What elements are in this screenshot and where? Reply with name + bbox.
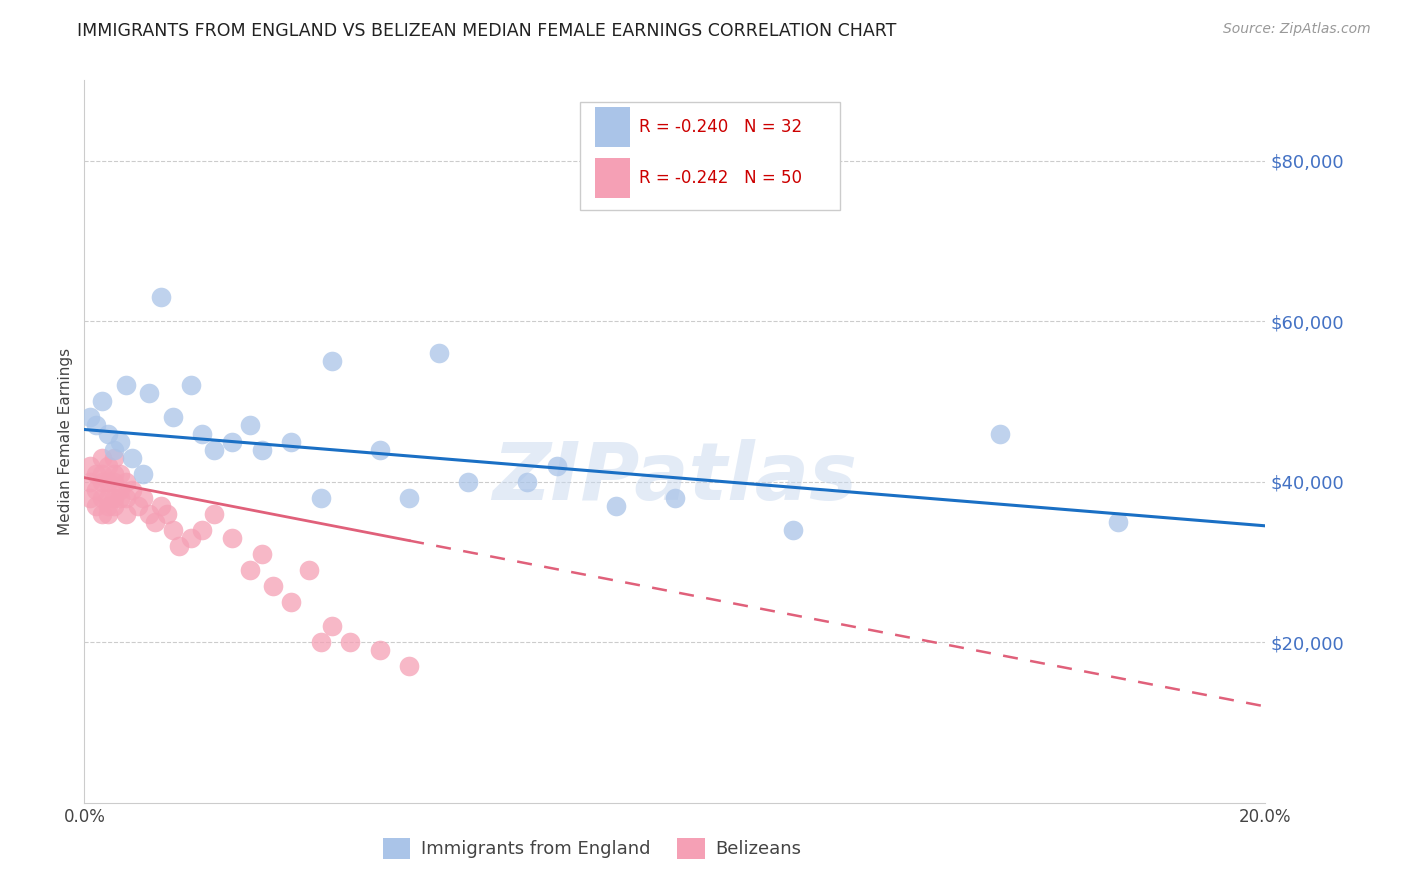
Point xyxy=(280,595,302,609)
Point xyxy=(202,442,225,457)
Point xyxy=(427,346,450,360)
Point xyxy=(121,483,143,497)
Point xyxy=(339,635,361,649)
Legend: Immigrants from England, Belizeans: Immigrants from England, Belizeans xyxy=(375,830,808,866)
Point xyxy=(239,418,262,433)
Point xyxy=(664,491,686,505)
Point xyxy=(250,547,273,561)
Point xyxy=(103,499,125,513)
Point xyxy=(114,491,136,505)
Point xyxy=(167,539,190,553)
Point xyxy=(103,491,125,505)
Point xyxy=(262,579,284,593)
Point xyxy=(398,659,420,673)
Point xyxy=(108,491,131,505)
Point xyxy=(321,619,343,633)
Y-axis label: Median Female Earnings: Median Female Earnings xyxy=(58,348,73,535)
Point xyxy=(84,467,107,481)
Point xyxy=(250,442,273,457)
Point xyxy=(150,499,173,513)
Point xyxy=(221,434,243,449)
Point xyxy=(103,475,125,489)
Point xyxy=(988,426,1011,441)
Point xyxy=(91,450,114,465)
Point xyxy=(103,467,125,481)
Point xyxy=(127,499,149,513)
Point xyxy=(180,531,202,545)
Point xyxy=(150,290,173,304)
FancyBboxPatch shape xyxy=(595,107,630,147)
Point xyxy=(546,458,568,473)
Point xyxy=(97,499,120,513)
Point xyxy=(309,635,332,649)
Point xyxy=(108,467,131,481)
Point xyxy=(180,378,202,392)
Point xyxy=(368,643,391,657)
Point xyxy=(97,458,120,473)
Point xyxy=(368,442,391,457)
Point xyxy=(103,442,125,457)
Point xyxy=(121,450,143,465)
Text: ZIPatlas: ZIPatlas xyxy=(492,439,858,516)
Point xyxy=(280,434,302,449)
Point xyxy=(91,467,114,481)
Point xyxy=(191,426,214,441)
Point xyxy=(103,450,125,465)
Point xyxy=(138,386,160,401)
Point xyxy=(97,491,120,505)
Text: IMMIGRANTS FROM ENGLAND VS BELIZEAN MEDIAN FEMALE EARNINGS CORRELATION CHART: IMMIGRANTS FROM ENGLAND VS BELIZEAN MEDI… xyxy=(77,22,897,40)
Point xyxy=(1107,515,1129,529)
Point xyxy=(457,475,479,489)
Point xyxy=(516,475,538,489)
Point xyxy=(191,523,214,537)
Point xyxy=(156,507,179,521)
Point xyxy=(108,434,131,449)
Point xyxy=(321,354,343,368)
Point xyxy=(108,483,131,497)
Point xyxy=(132,491,155,505)
Point xyxy=(91,475,114,489)
Point xyxy=(309,491,332,505)
Point xyxy=(298,563,321,577)
Point xyxy=(202,507,225,521)
Point xyxy=(91,394,114,409)
Point xyxy=(97,426,120,441)
Point xyxy=(79,458,101,473)
Point xyxy=(79,410,101,425)
Text: R = -0.240   N = 32: R = -0.240 N = 32 xyxy=(640,118,803,136)
Point xyxy=(114,507,136,521)
Point xyxy=(84,483,107,497)
Point xyxy=(91,507,114,521)
Point xyxy=(97,507,120,521)
Point xyxy=(162,523,184,537)
Point xyxy=(79,475,101,489)
Point xyxy=(138,507,160,521)
Point xyxy=(79,491,101,505)
Point xyxy=(782,523,804,537)
Point xyxy=(221,531,243,545)
Point xyxy=(143,515,166,529)
Point xyxy=(84,418,107,433)
Point xyxy=(132,467,155,481)
Point xyxy=(97,475,120,489)
Point xyxy=(91,491,114,505)
Point xyxy=(114,475,136,489)
Point xyxy=(84,499,107,513)
FancyBboxPatch shape xyxy=(595,158,630,198)
Point xyxy=(114,378,136,392)
Text: R = -0.242   N = 50: R = -0.242 N = 50 xyxy=(640,169,803,186)
Point xyxy=(605,499,627,513)
Text: Source: ZipAtlas.com: Source: ZipAtlas.com xyxy=(1223,22,1371,37)
FancyBboxPatch shape xyxy=(581,102,841,211)
Point xyxy=(239,563,262,577)
Point xyxy=(162,410,184,425)
Point xyxy=(398,491,420,505)
